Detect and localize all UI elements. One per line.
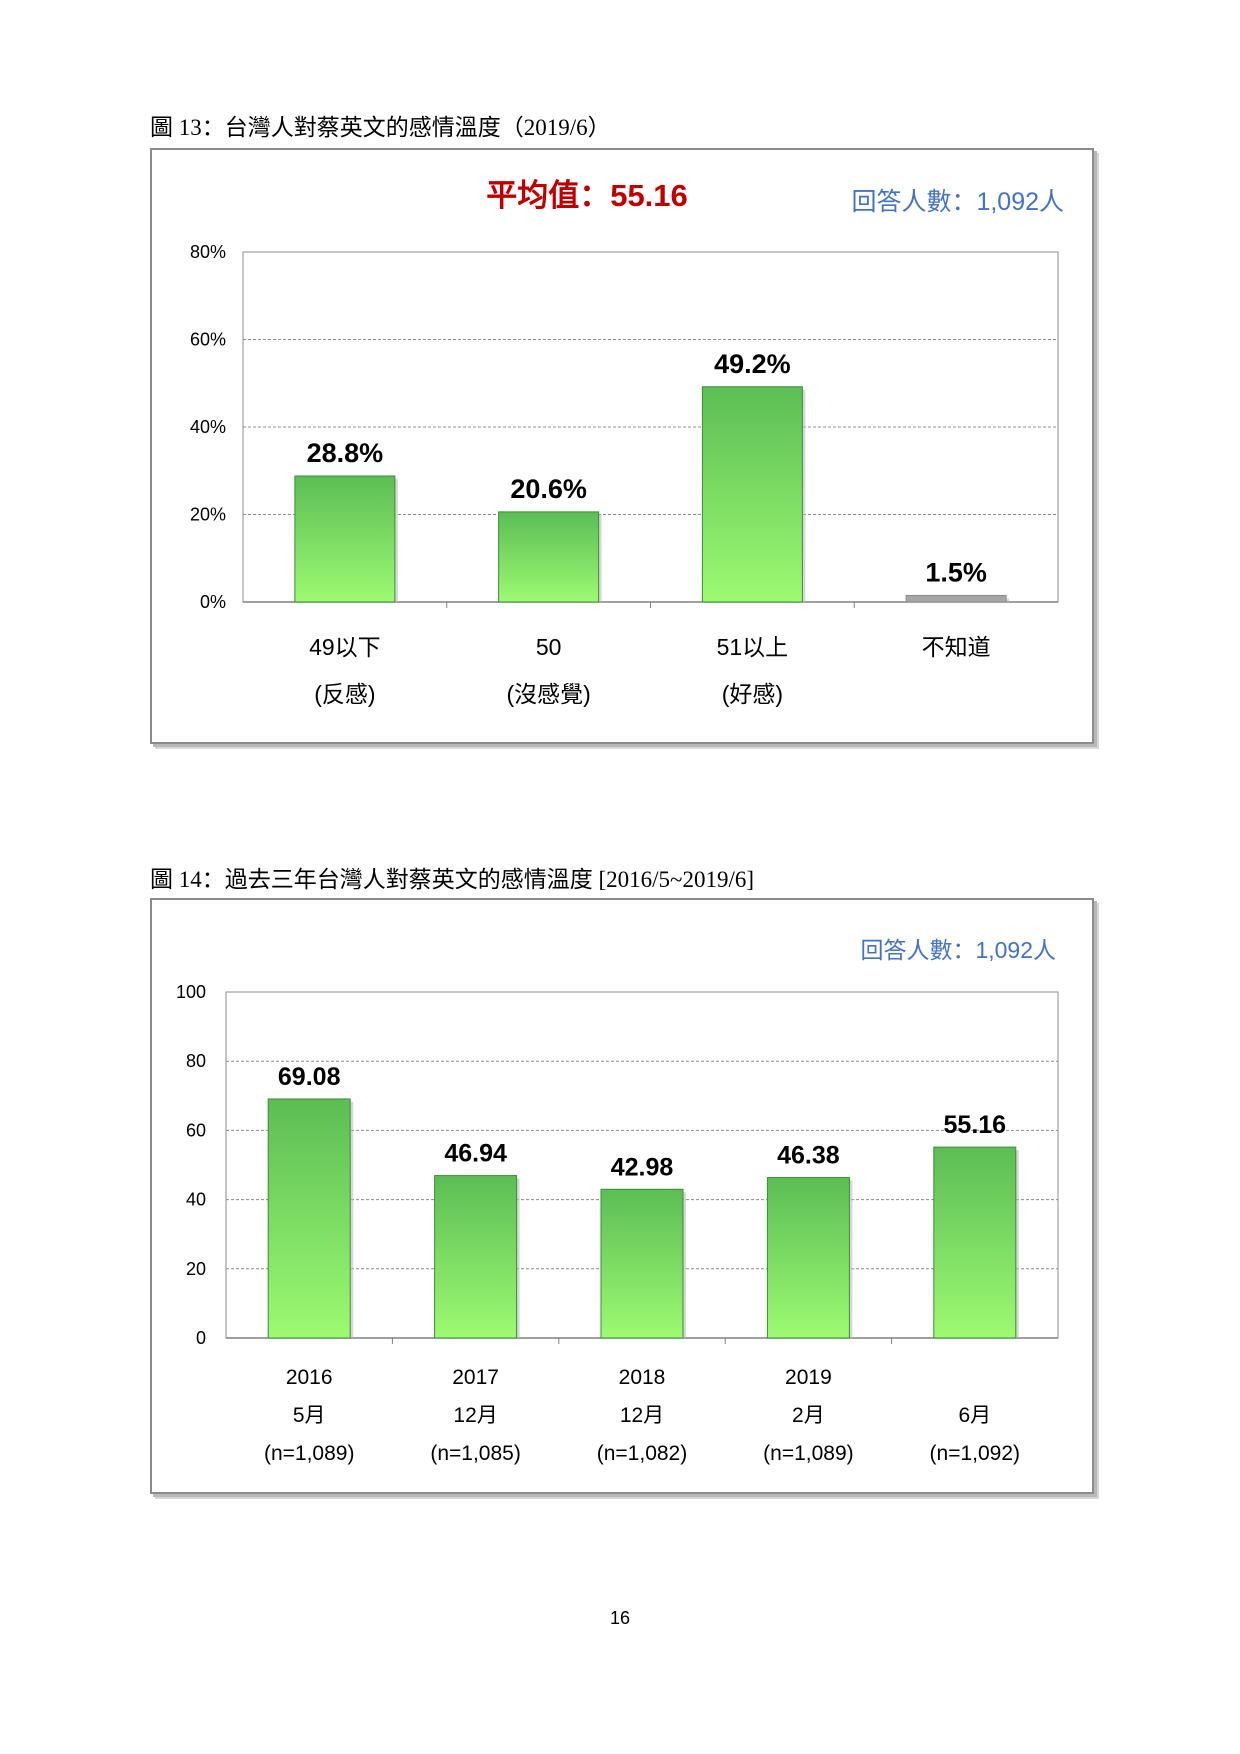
figure-13-frame: 平均值：55.16 回答人數：1,092人 0% 20% 40% 60% 80% 28.8% 4… bbox=[150, 148, 1094, 744]
x-category-label: (n=1,082) bbox=[597, 1442, 687, 1465]
y-tick-label: 40% bbox=[190, 417, 226, 437]
mean-value-label: 平均值：55.16 bbox=[486, 178, 688, 213]
bar bbox=[294, 475, 396, 603]
x-category-label: 5月 bbox=[293, 1404, 326, 1427]
y-tick-label: 0% bbox=[200, 592, 226, 612]
x-category-label: (沒感覺) bbox=[506, 681, 590, 707]
figure-14-title: 圖 14：過去三年台灣人對蔡英文的感情溫度 [2016/5~2019/6] bbox=[150, 867, 755, 892]
respondents-label: 回答人數：1,092人 bbox=[851, 188, 1064, 216]
y-tick-label: 60% bbox=[190, 330, 226, 350]
bar bbox=[434, 1175, 518, 1339]
x-category-label: 49以下 bbox=[309, 634, 381, 660]
page-number: 16 bbox=[609, 1608, 631, 1628]
bar-value-label: 1.5% bbox=[925, 557, 987, 587]
x-category-label: (好感) bbox=[722, 681, 783, 707]
bar bbox=[701, 386, 803, 603]
x-category-label: 12月 bbox=[620, 1404, 664, 1427]
bar-value-label: 46.38 bbox=[777, 1142, 840, 1170]
x-category-label: 50 bbox=[536, 634, 562, 660]
x-category-label: (n=1,089) bbox=[264, 1442, 354, 1465]
bar-value-label: 20.6% bbox=[510, 474, 587, 504]
x-category-label: 12月 bbox=[453, 1404, 497, 1427]
x-category-label: 2月 bbox=[792, 1404, 825, 1427]
figure-14-chart: 回答人數：1,092人 0 20 40 60 80 100 69.08 2016 5月 (n=1,0… bbox=[176, 937, 1059, 1465]
bar-value-label: 49.2% bbox=[714, 349, 791, 379]
respondents-label: 回答人數：1,092人 bbox=[860, 937, 1056, 963]
x-category-label: 2017 bbox=[452, 1366, 499, 1389]
y-tick-label: 40 bbox=[186, 1190, 206, 1210]
bar-value-label: 28.8% bbox=[307, 438, 384, 468]
bar-value-label: 46.94 bbox=[444, 1140, 507, 1168]
bar bbox=[766, 1177, 850, 1339]
y-tick-label: 20 bbox=[186, 1259, 206, 1279]
figure-14-frame: 回答人數：1,092人 0 20 40 60 80 100 69.08 2016 5月 (n=1,0… bbox=[150, 898, 1094, 1494]
x-category-label: 2019 bbox=[785, 1366, 832, 1389]
y-tick-label: 80 bbox=[186, 1051, 206, 1071]
bar-value-label: 42.98 bbox=[611, 1153, 674, 1181]
bar-value-label: 69.08 bbox=[278, 1063, 341, 1091]
y-tick-label: 60 bbox=[186, 1120, 206, 1140]
y-tick-label: 0 bbox=[196, 1328, 206, 1348]
bar bbox=[905, 594, 1007, 603]
bar bbox=[933, 1146, 1017, 1339]
x-category-label: (n=1,085) bbox=[430, 1442, 520, 1465]
figure-13-title: 圖 13：台灣人對蔡英文的感情溫度（2019/6） bbox=[150, 115, 611, 140]
y-tick-label: 100 bbox=[176, 982, 206, 1002]
x-category-label: 不知道 bbox=[922, 634, 991, 660]
x-category-label: (反感) bbox=[314, 681, 375, 707]
x-category-label: 2018 bbox=[619, 1366, 666, 1389]
bar bbox=[267, 1098, 351, 1339]
y-tick-label: 80% bbox=[190, 242, 226, 262]
x-category-label: 2016 bbox=[286, 1366, 333, 1389]
figure-13-chart: 平均值：55.16 回答人數：1,092人 0% 20% 40% 60% 80% 28.8% 4… bbox=[190, 178, 1064, 707]
x-category-label: 51以上 bbox=[717, 634, 789, 660]
bar bbox=[498, 511, 600, 603]
x-category-label: (n=1,089) bbox=[763, 1442, 853, 1465]
bar bbox=[600, 1188, 684, 1339]
x-category-label: 6月 bbox=[958, 1404, 991, 1427]
y-tick-label: 20% bbox=[190, 505, 226, 525]
x-category-label: (n=1,092) bbox=[930, 1442, 1020, 1465]
bar-value-label: 55.16 bbox=[944, 1111, 1007, 1139]
